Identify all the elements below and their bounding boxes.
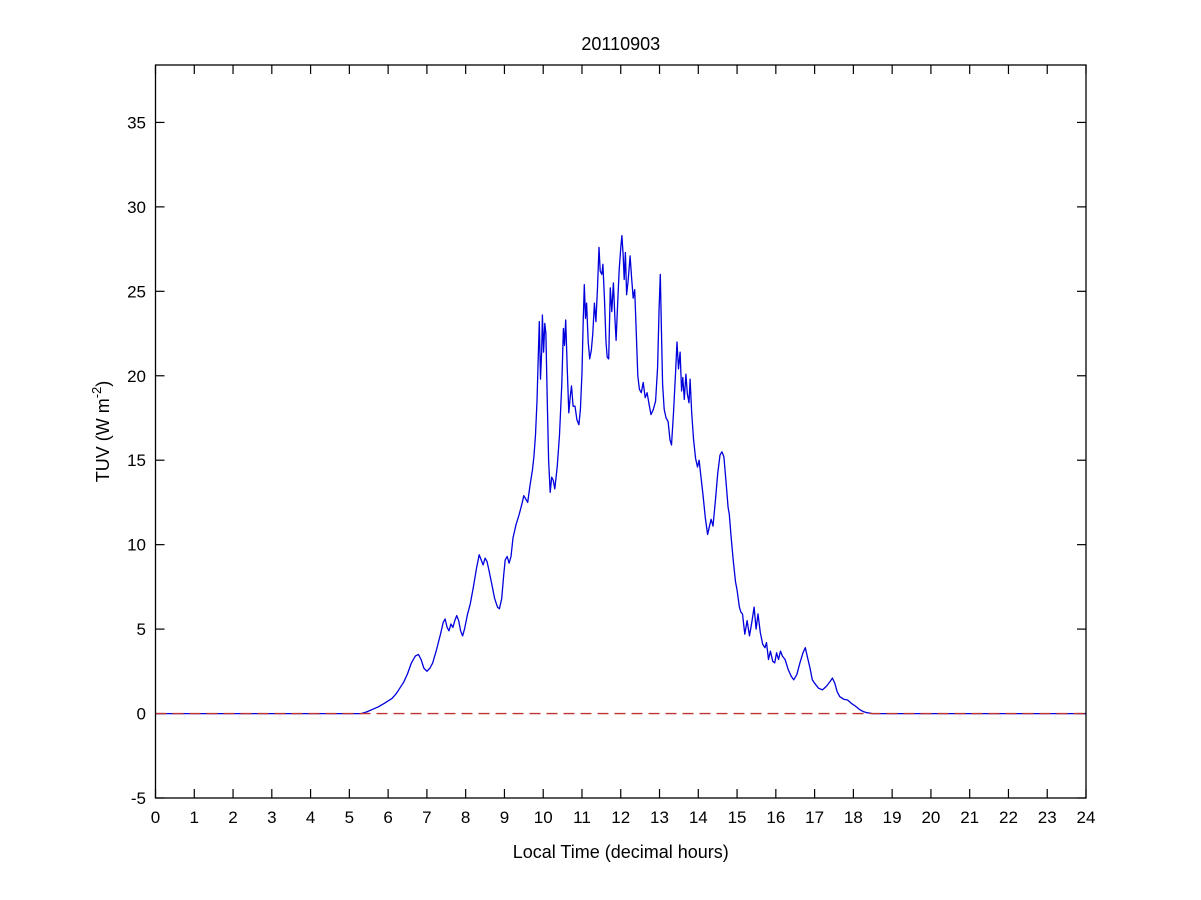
- x-tick-label: 0: [151, 808, 160, 827]
- y-tick-label: 20: [127, 367, 146, 386]
- x-tick-label: 17: [805, 808, 824, 827]
- y-tick-label: 0: [137, 705, 146, 724]
- y-tick-label: 35: [127, 113, 146, 132]
- axis-tick-labels: 0 1 2 3 4 5 6 7 8 9 10 11 12 13 14 15 16 17 18 19 20 21 22 23 24…: [127, 113, 1095, 827]
- x-tick-label: 22: [999, 808, 1018, 827]
- x-tick-label: 12: [611, 808, 630, 827]
- x-tick-label: 8: [461, 808, 470, 827]
- plot-border: [154, 64, 1087, 799]
- x-tick-label: 4: [306, 808, 315, 827]
- x-tick-label: 7: [422, 808, 431, 827]
- y-tick-label: 15: [127, 451, 146, 470]
- x-axis-label: Local Time (decimal hours): [513, 842, 729, 862]
- y-tick-label: 10: [127, 536, 146, 555]
- y-tick-label: 30: [127, 198, 146, 217]
- x-tick-label: 20: [921, 808, 940, 827]
- x-tick-label: 1: [190, 808, 199, 827]
- chart-title: 20110903: [581, 34, 660, 54]
- x-tick-label: 5: [345, 808, 354, 827]
- x-tick-label: 16: [766, 808, 785, 827]
- x-tick-label: 14: [689, 808, 708, 827]
- x-tick-label: 18: [844, 808, 863, 827]
- x-tick-label: 3: [267, 808, 276, 827]
- x-tick-label: 6: [383, 808, 392, 827]
- y-tick-label: -5: [131, 789, 146, 808]
- x-tick-label: 24: [1077, 808, 1096, 827]
- data-series: [155, 234, 1086, 715]
- tuv-series-line: [155, 234, 1086, 715]
- x-tick-label: 10: [534, 808, 553, 827]
- y-tick-label: 5: [137, 620, 146, 639]
- x-tick-label: 13: [650, 808, 669, 827]
- x-tick-label: 2: [228, 808, 237, 827]
- y-axis-label: TUV (W m-2): [89, 381, 113, 483]
- x-tick-label: 21: [960, 808, 979, 827]
- x-tick-label: 9: [500, 808, 509, 827]
- y-tick-label: 25: [127, 282, 146, 301]
- x-tick-label: 11: [573, 808, 591, 827]
- x-tick-label: 15: [728, 808, 747, 827]
- x-tick-label: 23: [1038, 808, 1057, 827]
- x-tick-label: 19: [883, 808, 902, 827]
- axis-ticks: [154, 65, 1087, 799]
